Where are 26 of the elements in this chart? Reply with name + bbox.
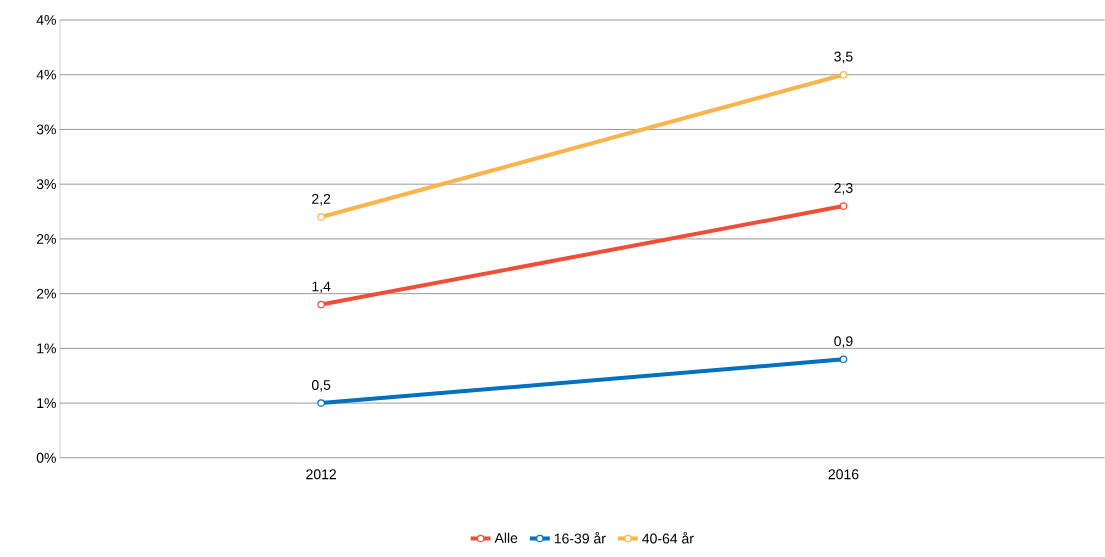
data-label: 2,2 bbox=[312, 194, 331, 206]
point bbox=[839, 355, 848, 364]
point bbox=[839, 71, 848, 79]
x-tick-label: 2012 bbox=[306, 469, 337, 480]
y-tick-label: 4% bbox=[36, 69, 56, 80]
y-tick-label: 1% bbox=[37, 398, 56, 409]
point bbox=[317, 300, 325, 309]
y-tick-label: 3% bbox=[36, 124, 56, 135]
y-tick-label: 0% bbox=[36, 452, 56, 463]
data-label: 0,9 bbox=[834, 336, 853, 348]
point bbox=[317, 213, 325, 221]
point bbox=[317, 399, 325, 407]
x-tick-label: 2016 bbox=[828, 469, 859, 480]
legend-label: 16-39 år bbox=[554, 532, 606, 544]
y-tick-label: 2% bbox=[36, 234, 56, 244]
data-label: 1,4 bbox=[312, 281, 331, 294]
y-tick-label: 1% bbox=[37, 343, 56, 354]
legend-label: Alle bbox=[494, 532, 518, 544]
y-tick-label: 2% bbox=[36, 288, 56, 299]
point bbox=[839, 202, 848, 210]
y-tick-label: 4% bbox=[36, 15, 56, 25]
data-label: 0,5 bbox=[311, 380, 331, 392]
data-label: 3,5 bbox=[834, 51, 853, 64]
legend-label: 40-64 år bbox=[642, 532, 694, 544]
y-tick-label: 3% bbox=[36, 179, 56, 190]
data-label: 2,3 bbox=[834, 183, 853, 195]
